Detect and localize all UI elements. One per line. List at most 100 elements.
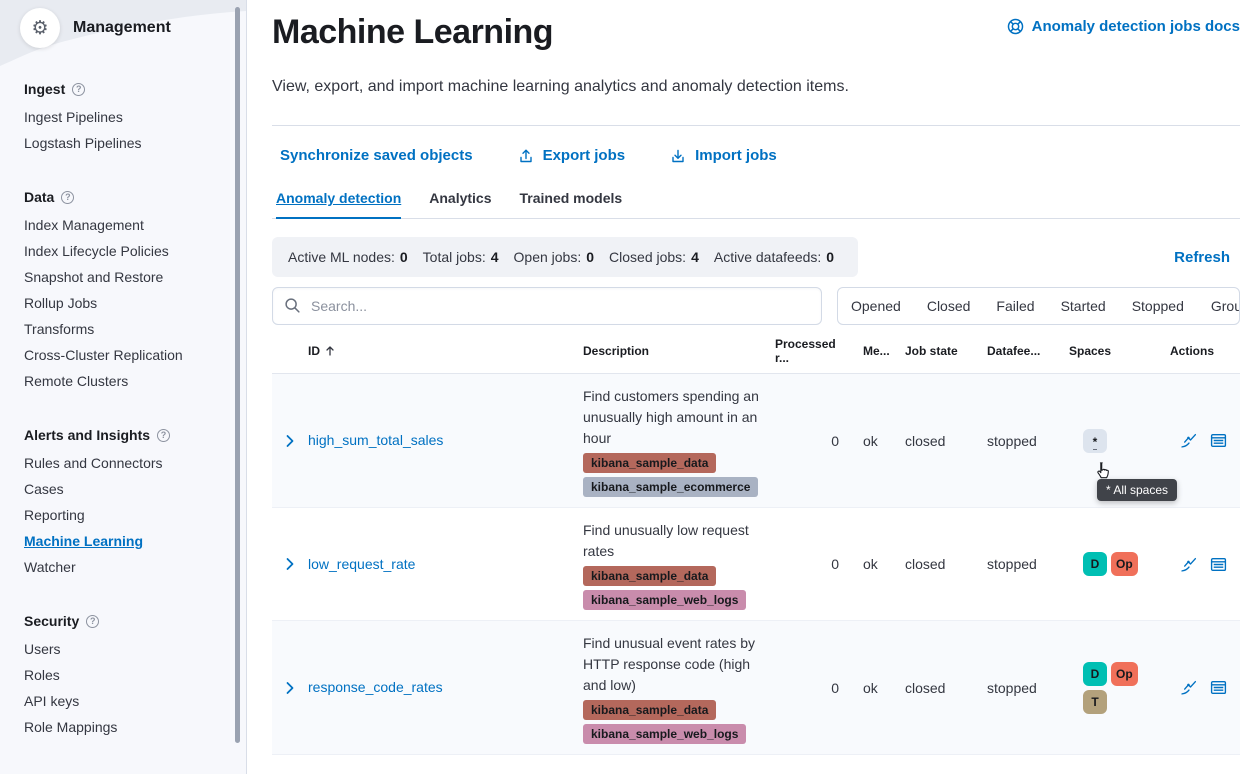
processed-records-value: 0 <box>831 432 839 449</box>
space-badge-all-spaces[interactable]: * <box>1083 428 1107 453</box>
chevron-right-icon <box>286 434 294 447</box>
search-input[interactable] <box>272 287 822 325</box>
import-jobs-link[interactable]: Import jobs <box>670 147 777 164</box>
stat-active-ml-nodes: Active ML nodes: 0 <box>288 249 408 265</box>
sidebar-item-rules-and-connectors[interactable]: Rules and Connectors <box>24 455 163 471</box>
filter-stopped-button[interactable]: Stopped <box>1119 288 1197 324</box>
space-badge-default[interactable]: D <box>1083 661 1107 686</box>
sidebar-item-ingest-pipelines[interactable]: Ingest Pipelines <box>24 109 123 125</box>
nav-heading-data: Data <box>24 189 55 205</box>
col-header-memory-status: Me... <box>855 329 897 374</box>
nav-section-data: Data ? Index Management Index Lifecycle … <box>24 189 236 394</box>
expand-row-chevron[interactable] <box>280 554 300 574</box>
sidebar-item-index-management[interactable]: Index Management <box>24 217 144 233</box>
group-dropdown-button[interactable]: Group <box>1197 288 1239 324</box>
sidebar-item-watcher[interactable]: Watcher <box>24 559 76 575</box>
anomaly-explorer-table-icon[interactable] <box>1210 556 1227 573</box>
anomaly-docs-link[interactable]: Anomaly detection jobs docs <box>1007 18 1240 35</box>
sidebar-header: ⚙ Management <box>0 0 246 48</box>
col-header-description: Description <box>575 329 767 374</box>
memory-status-value: ok <box>863 679 878 696</box>
col-header-expand <box>272 329 300 374</box>
mouse-cursor-hand <box>1097 462 1109 479</box>
filter-failed-button[interactable]: Failed <box>983 288 1047 324</box>
sidebar-item-cross-cluster-replication[interactable]: Cross-Cluster Replication <box>24 347 183 363</box>
tab-anomaly-detection[interactable]: Anomaly detection <box>276 184 402 219</box>
refresh-button[interactable]: Refresh <box>1174 248 1230 266</box>
col-header-processed-records: Processed r... <box>767 329 855 374</box>
space-badge-default[interactable]: D <box>1083 552 1107 576</box>
filter-opened-button[interactable]: Opened <box>838 288 914 324</box>
help-icon[interactable]: ? <box>157 428 171 442</box>
anomaly-explorer-table-icon[interactable] <box>1210 432 1227 449</box>
page-description: View, export, and import machine learnin… <box>272 78 849 95</box>
processed-records-value: 0 <box>831 679 839 696</box>
tab-trained-models[interactable]: Trained models <box>519 190 623 206</box>
filter-closed-button[interactable]: Closed <box>914 288 984 324</box>
export-jobs-link[interactable]: Export jobs <box>518 147 626 164</box>
help-icon[interactable]: ? <box>86 614 100 628</box>
synchronize-saved-objects-link[interactable]: Synchronize saved objects <box>280 147 473 164</box>
help-icon[interactable]: ? <box>61 190 75 204</box>
page-header: Machine Learning Anomaly detection jobs … <box>272 10 1240 54</box>
anomaly-explorer-table-icon[interactable] <box>1210 679 1227 696</box>
sidebar-item-transforms[interactable]: Transforms <box>24 321 95 337</box>
export-link-label: Export jobs <box>542 147 626 164</box>
sidebar-item-index-lifecycle-policies[interactable]: Index Lifecycle Policies <box>24 243 169 259</box>
job-id-link[interactable]: high_sum_total_sales <box>308 432 444 448</box>
group-dropdown-label: Group <box>1210 298 1239 314</box>
stats-bar: Active ML nodes: 0 Total jobs: 4 Open jobs… <box>272 237 858 277</box>
stat-closed-jobs: Closed jobs: 4 <box>609 249 699 265</box>
sidebar-nav: Ingest ? Ingest Pipelines Logstash Pipel… <box>0 81 246 740</box>
tab-analytics[interactable]: Analytics <box>429 190 492 206</box>
sort-ascending-icon <box>326 346 334 356</box>
table-row-high-sum-total-sales: high_sum_total_sales Find customers spen… <box>272 373 1240 508</box>
table-header-row: ID Description Processed r... Me... Job … <box>272 329 1240 374</box>
docs-link-label: Anomaly detection jobs docs <box>1031 18 1240 35</box>
sidebar-item-cases[interactable]: Cases <box>24 481 64 497</box>
main-content: Machine Learning Anomaly detection jobs … <box>247 0 1249 774</box>
chevron-right-icon <box>286 558 294 570</box>
index-badge: kibana_sample_web_logs <box>583 590 747 610</box>
sidebar-item-logstash-pipelines[interactable]: Logstash Pipelines <box>24 135 142 151</box>
help-icon[interactable]: ? <box>72 82 86 96</box>
expand-row-chevron[interactable] <box>280 678 300 698</box>
space-badge-op[interactable]: Op <box>1111 661 1138 686</box>
space-badge-t[interactable]: T <box>1083 689 1107 714</box>
filter-started-button[interactable]: Started <box>1048 288 1119 324</box>
chevron-right-icon <box>286 681 294 694</box>
index-badge: kibana_sample_data <box>583 566 717 586</box>
search-icon <box>285 298 300 313</box>
single-metric-viewer-icon[interactable] <box>1181 556 1198 573</box>
datafeed-state-value: stopped <box>987 679 1037 696</box>
job-id-link[interactable]: response_code_rates <box>308 679 443 695</box>
job-state-value: closed <box>905 556 946 572</box>
expand-row-chevron[interactable] <box>280 431 300 451</box>
sidebar-item-api-keys[interactable]: API keys <box>24 693 80 709</box>
table-row-low-request-rate: low_request_rate Find unusually low requ… <box>272 508 1240 621</box>
sidebar-item-users[interactable]: Users <box>24 641 61 657</box>
job-id-link[interactable]: low_request_rate <box>308 555 416 572</box>
sidebar-item-role-mappings[interactable]: Role Mappings <box>24 719 118 735</box>
sidebar-decorative-curve <box>0 0 246 66</box>
memory-status-value: ok <box>863 556 878 572</box>
space-badge-op[interactable]: Op <box>1111 552 1138 576</box>
controls-row: Opened Closed Failed Started Stopped Gro… <box>272 287 1240 325</box>
sidebar-item-remote-clusters[interactable]: Remote Clusters <box>24 373 129 389</box>
sidebar-item-snapshot-and-restore[interactable]: Snapshot and Restore <box>24 269 164 285</box>
management-gear-icon: ⚙ <box>20 8 60 48</box>
stats-row: Active ML nodes: 0 Total jobs: 4 Open jobs… <box>272 237 1240 277</box>
index-badge: kibana_sample_data <box>583 700 717 720</box>
lifebuoy-help-icon <box>1007 18 1023 35</box>
col-header-id[interactable]: ID <box>300 329 575 374</box>
job-description: Find unusually low request rates <box>583 522 749 559</box>
sidebar-item-rollup-jobs[interactable]: Rollup Jobs <box>24 295 98 311</box>
sidebar-scrollbar[interactable] <box>235 7 240 743</box>
single-metric-viewer-icon[interactable] <box>1181 432 1198 449</box>
single-metric-viewer-icon[interactable] <box>1181 679 1198 696</box>
sync-link-label: Synchronize saved objects <box>280 147 473 164</box>
sidebar-item-reporting[interactable]: Reporting <box>24 507 85 523</box>
sidebar-item-roles[interactable]: Roles <box>24 667 60 683</box>
sidebar-item-machine-learning[interactable]: Machine Learning <box>24 533 144 549</box>
